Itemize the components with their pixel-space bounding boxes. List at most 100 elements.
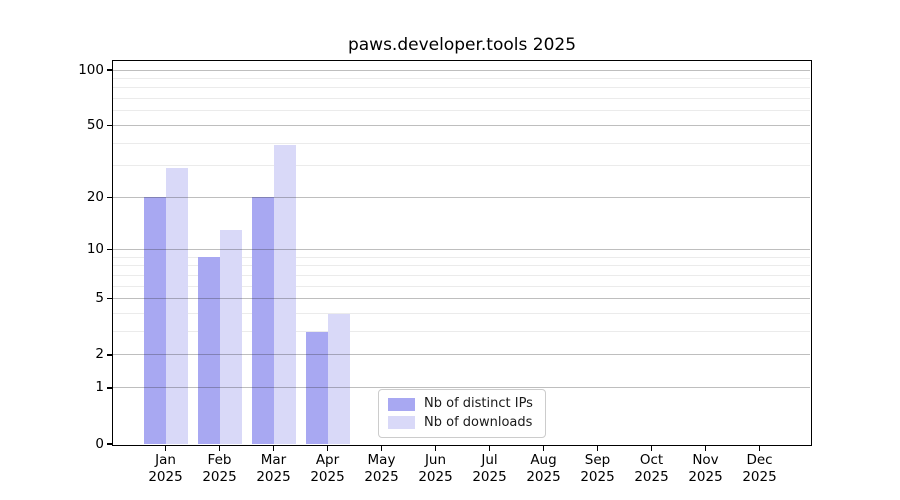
legend: Nb of distinct IPs Nb of downloads — [378, 389, 546, 438]
gridline-minor — [113, 256, 810, 258]
gridline-minor — [113, 142, 810, 144]
x-tick-mark — [434, 446, 437, 451]
gridline-minor — [113, 331, 810, 333]
chart-title: paws.developer.tools 2025 — [347, 35, 577, 55]
x-tick-mark — [758, 446, 761, 451]
y-tick-mark — [107, 298, 112, 300]
x-tick-label: Oct 2025 — [622, 452, 682, 485]
y-tick-label: 10 — [86, 241, 104, 258]
x-tick-year: 2025 — [634, 468, 669, 485]
x-tick-mark — [542, 446, 545, 451]
bar-downloads — [327, 313, 350, 444]
x-tick-year: 2025 — [364, 468, 399, 485]
x-tick-month: Nov — [692, 452, 719, 468]
x-tick-label: Jul 2025 — [460, 452, 520, 485]
y-tick-mark — [107, 196, 112, 198]
x-tick-label: Dec 2025 — [730, 452, 790, 485]
y-tick-mark — [107, 69, 112, 71]
x-tick-mark — [650, 446, 653, 451]
bar-distinct-ips — [143, 197, 166, 444]
plot-area — [112, 60, 812, 446]
x-tick-month: Mar — [260, 452, 287, 468]
x-tick-month: May — [367, 452, 396, 468]
legend-swatch — [388, 416, 415, 430]
x-tick-year: 2025 — [580, 468, 615, 485]
x-tick-mark — [272, 446, 275, 451]
bar-downloads — [219, 230, 242, 444]
x-tick-month: Apr — [315, 452, 340, 468]
x-tick-label: Sep 2025 — [568, 452, 628, 485]
x-tick-month: Feb — [207, 452, 232, 468]
x-tick-year: 2025 — [688, 468, 723, 485]
legend-label: Nb of downloads — [424, 414, 533, 430]
x-tick-label: Feb 2025 — [190, 452, 250, 485]
legend-item: Nb of distinct IPs — [388, 396, 536, 412]
x-tick-year: 2025 — [202, 468, 237, 485]
bar-distinct-ips — [197, 257, 220, 444]
gridline-major — [113, 124, 810, 126]
bar-downloads — [273, 145, 296, 444]
x-tick-mark — [164, 446, 167, 451]
y-tick-label: 5 — [95, 290, 104, 307]
x-tick-label: Jan 2025 — [136, 452, 196, 485]
gridline-minor — [113, 98, 810, 100]
x-tick-year: 2025 — [310, 468, 345, 485]
y-tick-mark — [107, 354, 112, 356]
y-tick-label: 1 — [95, 379, 104, 396]
x-tick-mark — [326, 446, 329, 451]
bar-distinct-ips — [305, 331, 328, 444]
x-tick-month: Jan — [155, 452, 176, 468]
x-tick-label: Jun 2025 — [406, 452, 466, 485]
y-tick-mark — [107, 387, 112, 389]
x-tick-month: Sep — [584, 452, 611, 468]
y-tick-mark — [107, 249, 112, 251]
x-tick-label: Mar 2025 — [244, 452, 304, 485]
y-tick-label: 100 — [78, 61, 104, 78]
gridline-minor — [113, 274, 810, 276]
x-tick-month: Oct — [639, 452, 664, 468]
gridline-major — [113, 354, 810, 356]
x-tick-label: May 2025 — [352, 452, 412, 485]
x-tick-year: 2025 — [418, 468, 453, 485]
x-tick-mark — [596, 446, 599, 451]
gridline-minor — [113, 87, 810, 89]
x-tick-mark — [218, 446, 221, 451]
x-tick-mark — [380, 446, 383, 451]
x-tick-month: Jul — [481, 452, 498, 468]
x-tick-label: Nov 2025 — [676, 452, 736, 485]
gridline-major — [113, 249, 810, 251]
y-tick-label: 50 — [86, 116, 104, 133]
gridline-major — [113, 298, 810, 300]
legend-swatch — [388, 397, 415, 411]
gridline-major — [113, 196, 810, 198]
x-tick-year: 2025 — [526, 468, 561, 485]
gridline-minor — [113, 165, 810, 167]
gridline-minor — [113, 285, 810, 287]
gridline-minor — [113, 265, 810, 267]
y-tick-label: 2 — [95, 346, 104, 363]
x-tick-year: 2025 — [742, 468, 777, 485]
y-tick-label: 20 — [86, 188, 104, 205]
bar-downloads — [165, 168, 188, 444]
x-tick-year: 2025 — [148, 468, 183, 485]
y-tick-mark — [107, 443, 112, 445]
x-tick-label: Aug 2025 — [514, 452, 574, 485]
x-tick-month: Dec — [746, 452, 773, 468]
x-tick-mark — [488, 446, 491, 451]
gridline-minor — [113, 313, 810, 315]
x-tick-year: 2025 — [256, 468, 291, 485]
y-tick-label: 0 — [95, 435, 104, 452]
gridline-major — [113, 69, 810, 71]
x-tick-month: Jun — [424, 452, 447, 468]
gridline-major — [113, 387, 810, 389]
x-tick-month: Aug — [530, 452, 557, 468]
y-tick-mark — [107, 124, 112, 127]
bar-distinct-ips — [251, 197, 274, 444]
x-tick-label: Apr 2025 — [298, 452, 358, 485]
legend-item: Nb of downloads — [388, 415, 536, 431]
legend-label: Nb of distinct IPs — [424, 396, 533, 412]
x-tick-year: 2025 — [472, 468, 507, 485]
gridline-minor — [113, 77, 810, 79]
gridline-minor — [113, 110, 810, 112]
